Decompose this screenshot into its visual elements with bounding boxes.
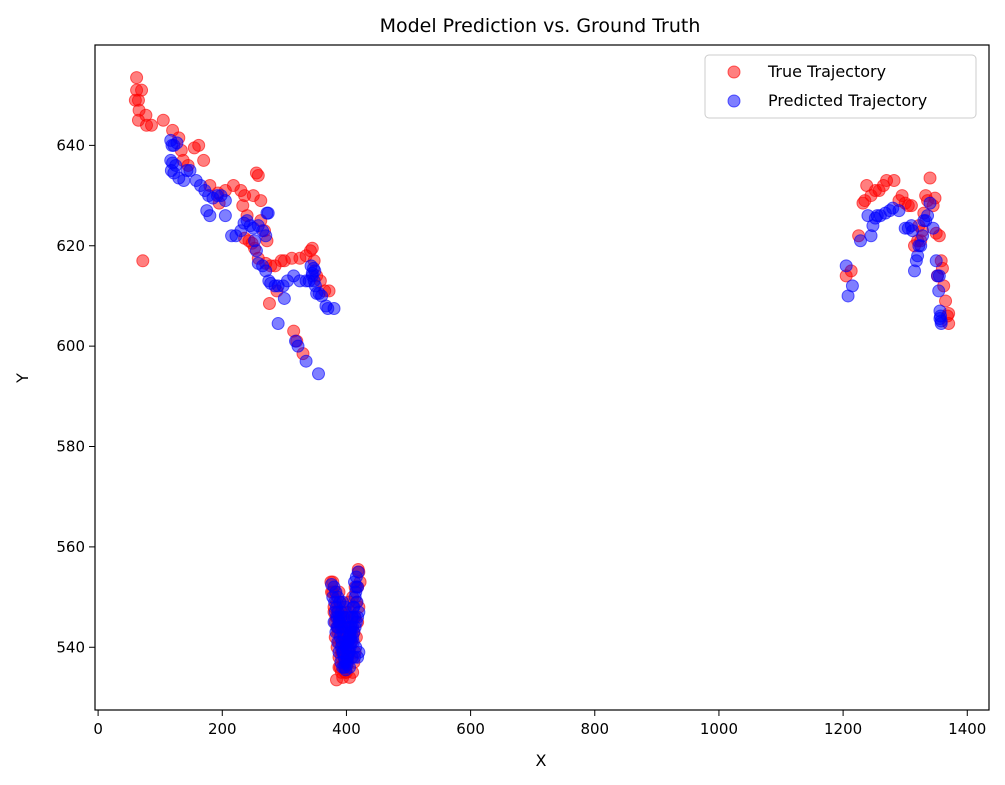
predicted-trajectory-point [304,259,318,273]
true-trajectory-point [135,83,149,97]
predicted-trajectory-point [203,209,217,223]
plot-marks [128,71,956,687]
predicted-trajectory-point [271,317,285,331]
y-tick-label: 620 [56,237,85,255]
legend-label-predicted: Predicted Trajectory [768,91,927,110]
chart-title: Model Prediction vs. Ground Truth [380,15,701,37]
x-axis-ticks: 0 200 400 600 800 1000 1200 1400 [93,710,986,738]
predicted-trajectory-point [259,229,273,243]
x-tick-label: 800 [580,720,609,738]
predicted-trajectory-point [892,204,906,218]
legend-label-true: True Trajectory [767,62,886,81]
true-trajectory-point [904,199,918,213]
predicted-trajectory-point [921,209,935,223]
true-trajectory-point [887,174,901,188]
true-trajectory-point [939,294,953,308]
legend-marker-predicted [727,94,741,108]
true-trajectory-point [130,71,144,85]
predicted-trajectory-point [261,206,275,220]
y-tick-label: 580 [56,438,85,456]
predicted-trajectory-point [299,354,313,368]
x-tick-label: 1400 [948,720,986,738]
y-tick-label: 600 [56,337,85,355]
true-trajectory-point [136,254,150,268]
plot-frame [94,44,990,711]
x-tick-label: 0 [93,720,103,738]
x-tick-label: 200 [208,720,237,738]
true-trajectory-point [192,138,206,152]
predicted-trajectory-point [853,234,867,248]
true-trajectory-point [330,673,344,687]
y-axis-label: Y [13,373,32,384]
predicted-trajectory-point [932,284,946,298]
predicted-trajectory-point [325,578,339,592]
predicted-trajectory-point [932,269,946,283]
legend: True Trajectory Predicted Trajectory [704,54,977,119]
true-trajectory-point [262,296,276,310]
predicted-trajectory-point [336,595,350,609]
predicted-trajectory-point [929,254,943,268]
predicted-trajectory-point [277,291,291,305]
legend-box [704,54,977,119]
y-axis-ticks: 540 560 580 600 620 640 [56,136,95,656]
predicted-trajectory-point [351,565,365,579]
x-tick-label: 1200 [824,720,862,738]
x-axis-label: X [536,751,547,770]
true-trajectory-point [251,168,265,182]
y-tick-label: 540 [56,638,85,656]
predicted-trajectory-point [170,136,184,150]
x-tick-label: 1000 [700,720,738,738]
predicted-trajectory-point [218,194,232,208]
predicted-trajectory-point [183,163,197,177]
true-trajectory-point [254,194,268,208]
predicted-trajectory-series [164,133,948,677]
true-trajectory-point [197,153,211,167]
predicted-trajectory-point [349,580,363,594]
predicted-trajectory-point [346,635,360,649]
y-tick-label: 560 [56,538,85,556]
predicted-trajectory-point [916,229,930,243]
predicted-trajectory-point [845,279,859,293]
predicted-trajectory-point [339,663,353,677]
y-tick-label: 640 [56,136,85,154]
predicted-trajectory-point [335,635,349,649]
predicted-trajectory-point [249,244,263,258]
predicted-trajectory-point [327,301,341,315]
predicted-trajectory-point [926,221,940,235]
x-tick-label: 600 [456,720,485,738]
predicted-trajectory-point [933,312,947,326]
predicted-trajectory-point [312,367,325,381]
predicted-trajectory-point [839,259,853,273]
predicted-trajectory-point [291,339,305,353]
legend-marker-true [727,65,741,79]
true-trajectory-point [144,118,158,132]
true-trajectory-point [156,113,170,127]
predicted-trajectory-point [338,620,352,634]
x-tick-label: 400 [332,720,361,738]
predicted-trajectory-point [218,209,232,223]
true-trajectory-point [923,171,937,185]
true-trajectory-point [305,241,319,255]
predicted-trajectory-point [923,196,937,210]
